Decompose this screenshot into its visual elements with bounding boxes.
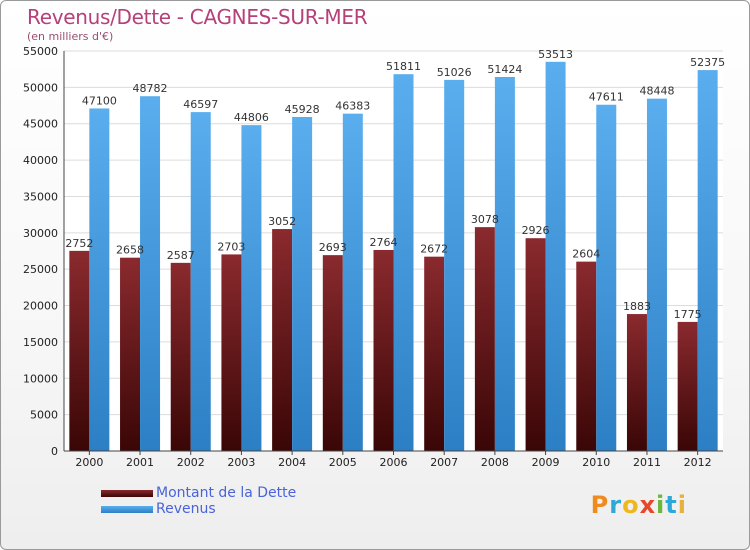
bar-dette (424, 256, 445, 451)
bar-revenus (292, 116, 313, 451)
y-tick-label: 50000 (23, 81, 58, 94)
logo-letter: P (590, 491, 610, 519)
data-label-dette: 2693 (319, 241, 347, 254)
bar-dette (626, 314, 647, 451)
bar-revenus (697, 70, 718, 451)
logo-letter: i (656, 491, 666, 519)
bar-dette (272, 229, 293, 451)
bar-revenus (646, 98, 667, 451)
chart-subtitle: (en milliers d'€) (27, 30, 114, 43)
data-label-dette: 3078 (471, 213, 499, 226)
data-label-revenus: 46597 (183, 98, 218, 111)
logo-letter: o (622, 491, 640, 519)
x-tick-label: 2003 (227, 456, 255, 469)
x-tick-label: 2010 (582, 456, 610, 469)
x-tick-label: 2002 (177, 456, 205, 469)
bar-revenus (596, 104, 617, 451)
legend-swatch-dette (101, 490, 153, 497)
bar-dette (677, 321, 698, 451)
x-tick-label: 2008 (481, 456, 509, 469)
legend-label-revenus: Revenus (156, 501, 216, 517)
y-tick-label: 0 (51, 445, 58, 458)
data-label-revenus: 47611 (589, 91, 624, 104)
data-label-dette: 2672 (420, 243, 448, 256)
bar-revenus (545, 61, 566, 451)
logo-letter: i (677, 491, 687, 519)
x-tick-label: 2012 (684, 456, 712, 469)
bar-dette (373, 249, 394, 451)
x-tick-label: 2007 (430, 456, 458, 469)
bar-dette (221, 254, 242, 451)
data-label-dette: 2752 (65, 237, 93, 250)
bar-revenus (89, 108, 110, 452)
y-tick-label: 45000 (23, 118, 58, 131)
data-label-dette: 2926 (522, 224, 550, 237)
x-tick-label: 2004 (278, 456, 306, 469)
x-tick-label: 2011 (633, 456, 661, 469)
data-label-revenus: 46383 (335, 100, 370, 113)
data-label-dette: 1883 (623, 300, 651, 313)
data-label-revenus: 52375 (690, 56, 725, 69)
y-tick-label: 15000 (23, 336, 58, 349)
data-label-revenus: 45928 (285, 103, 320, 116)
y-tick-label: 20000 (23, 300, 58, 313)
logo-letter: x (639, 491, 657, 519)
data-label-dette: 3052 (268, 215, 296, 228)
data-label-revenus: 51424 (487, 63, 522, 76)
data-label-dette: 2587 (167, 249, 195, 262)
bar-revenus (494, 77, 515, 452)
y-tick-label: 35000 (23, 190, 58, 203)
y-tick-label: 55000 (23, 45, 58, 58)
bar-revenus (190, 112, 211, 451)
data-label-revenus: 53513 (538, 48, 573, 61)
bar-revenus (444, 79, 465, 451)
bar-dette (576, 261, 597, 451)
data-label-dette: 1775 (674, 308, 702, 321)
data-label-revenus: 48448 (639, 85, 674, 98)
bar-dette (170, 262, 191, 451)
logo-letter: r (609, 491, 623, 519)
bar-dette (69, 250, 90, 451)
bar-revenus (241, 125, 262, 451)
x-tick-label: 2001 (126, 456, 154, 469)
y-tick-label: 5000 (30, 409, 58, 422)
data-label-revenus: 47100 (82, 94, 117, 107)
bar-revenus (140, 96, 161, 452)
data-label-revenus: 51026 (437, 66, 472, 79)
data-label-dette: 2604 (572, 248, 600, 261)
x-tick-label: 2000 (75, 456, 103, 469)
data-label-revenus: 51811 (386, 60, 421, 73)
y-tick-label: 10000 (23, 372, 58, 385)
bar-dette (474, 227, 495, 451)
data-label-dette: 2658 (116, 244, 144, 257)
y-tick-label: 25000 (23, 263, 58, 276)
data-label-dette: 2703 (217, 240, 245, 253)
y-tick-label: 40000 (23, 154, 58, 167)
chart-title: Revenus/Dette - CAGNES-SUR-MER (27, 5, 368, 29)
data-label-dette: 2764 (370, 236, 398, 249)
bar-dette (322, 255, 343, 451)
data-label-revenus: 44806 (234, 111, 269, 124)
legend-swatch-revenus (101, 506, 153, 513)
y-tick-label: 30000 (23, 227, 58, 240)
bar-dette (525, 238, 546, 451)
bar-revenus (393, 74, 414, 452)
legend-label-dette: Montant de la Dette (156, 485, 297, 501)
bar-dette (120, 257, 141, 451)
bar-revenus (342, 113, 363, 451)
x-tick-label: 2009 (532, 456, 560, 469)
logo-letter: t (665, 491, 678, 519)
x-tick-label: 2005 (329, 456, 357, 469)
data-label-revenus: 48782 (133, 82, 168, 95)
proxiti-logo: Proxiti (591, 491, 687, 519)
x-tick-label: 2006 (380, 456, 408, 469)
